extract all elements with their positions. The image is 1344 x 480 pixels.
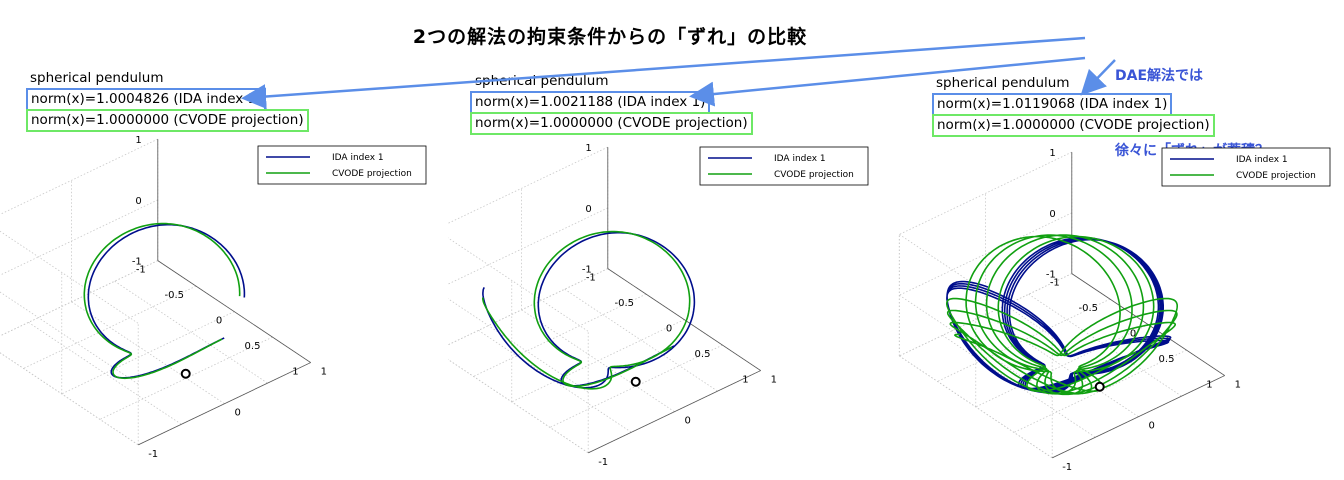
grid-line (28, 322, 182, 425)
callout-line-1: DAE解法では (1115, 68, 1204, 84)
y-tick-label: 0 (1130, 329, 1136, 340)
axis-line (157, 260, 311, 363)
grid-line (0, 260, 158, 337)
grid-line (0, 352, 139, 446)
y-tick-label: -0.5 (615, 298, 635, 309)
grid-line (899, 151, 1072, 235)
legend-box (1161, 147, 1331, 187)
cvode-trajectory (946, 234, 1178, 396)
x-tick-label: 1 (321, 367, 327, 378)
axis-line (588, 370, 761, 454)
legend: IDA index 1 CVODE projection (1161, 147, 1331, 187)
legend: IDA index 1 CVODE projection (699, 146, 869, 186)
y-tick-label: 0.5 (695, 349, 711, 360)
z-tick-label: 0 (585, 204, 591, 215)
grid-line (114, 280, 268, 384)
y-tick-label: 0.5 (1159, 354, 1175, 365)
x-tick-label: 0 (234, 408, 240, 419)
grid-line (521, 309, 675, 413)
grid-line (448, 146, 608, 224)
grid-line (899, 294, 1053, 398)
y-tick-label: 1 (292, 367, 298, 378)
chart-panel-1: spherical pendulum norm(x)=1.0004826 (ID… (0, 0, 448, 480)
x-tick-label: 1 (1235, 380, 1241, 391)
chart-panel-2: spherical pendulum norm(x)=1.0021188 (ID… (448, 0, 896, 480)
grid-line (985, 314, 1139, 418)
x-tick-label: 1 (771, 375, 777, 386)
x-tick-label: 0 (1148, 421, 1154, 432)
grid-line (71, 301, 225, 405)
z-tick-label: 1 (135, 135, 141, 146)
ida-trajectory (946, 236, 1172, 394)
grid-line (448, 358, 589, 454)
start-marker (180, 368, 191, 379)
y-tick-label: -1 (136, 265, 146, 276)
cvode-trajectory (482, 230, 691, 390)
axes-group (138, 139, 311, 446)
legend: IDA index 1 CVODE projection (257, 145, 427, 185)
axis-line (607, 268, 761, 371)
x-tick-label: 0 (684, 416, 690, 427)
grid-line (899, 355, 1053, 459)
legend-box (699, 146, 869, 186)
axes-group (588, 147, 761, 454)
panel-title: spherical pendulum (30, 70, 164, 86)
grid-line (564, 288, 718, 392)
cvode-norm-label: norm(x)=1.0000000 (CVODE projection) (932, 114, 1215, 137)
grid-line (0, 230, 139, 324)
y-tick-label: 1 (742, 375, 748, 386)
x-tick-label: -1 (148, 449, 158, 460)
grid-line (0, 291, 139, 385)
y-tick-label: 0 (666, 324, 672, 335)
y-tick-label: 1 (1206, 380, 1212, 391)
x-tick-label: -1 (1062, 462, 1072, 473)
legend-label: IDA index 1 (1236, 155, 1288, 165)
start-marker (1094, 381, 1105, 392)
grid-line (448, 207, 608, 285)
grid-line (0, 352, 139, 446)
x-tick-label: -1 (598, 457, 608, 468)
grid-line (0, 260, 158, 337)
grid-line (448, 358, 589, 454)
grid-line (0, 199, 158, 276)
grid-line (448, 268, 608, 346)
legend-label: IDA index 1 (774, 154, 826, 164)
grid-line (0, 138, 158, 215)
grid-group (0, 138, 311, 446)
y-tick-label: -1 (586, 273, 596, 284)
y-tick-label: 0.5 (245, 341, 261, 352)
grid-line (899, 212, 1072, 296)
y-tick-label: -0.5 (165, 290, 185, 301)
legend-box (257, 145, 427, 185)
chart-panel-3: spherical pendulum norm(x)=1.0119068 (ID… (896, 0, 1344, 480)
axis-line (138, 362, 311, 446)
grid-line (448, 268, 608, 346)
ida-trajectory (482, 231, 696, 389)
y-tick-label: 0 (216, 316, 222, 327)
axis-line (1052, 375, 1225, 459)
z-tick-label: 1 (1049, 148, 1055, 159)
z-tick-label: 1 (585, 143, 591, 154)
z-tick-label: -1 (582, 265, 592, 276)
legend-label: IDA index 1 (332, 153, 384, 163)
z-tick-label: 0 (135, 196, 141, 207)
cvode-norm-label: norm(x)=1.0000000 (CVODE projection) (470, 112, 753, 135)
y-tick-label: -0.5 (1079, 303, 1099, 314)
z-tick-label: 0 (1049, 209, 1055, 220)
y-tick-label: -1 (1050, 278, 1060, 289)
grid-line (448, 298, 589, 393)
grid-group (448, 146, 761, 454)
z-tick-label: -1 (132, 257, 142, 268)
cvode-norm-label: norm(x)=1.0000000 (CVODE projection) (26, 109, 309, 132)
z-tick-label: -1 (1046, 270, 1056, 281)
cvode-trajectory (83, 222, 241, 380)
legend-label: CVODE projection (1236, 171, 1316, 181)
legend-label: CVODE projection (332, 169, 412, 179)
legend-label: CVODE projection (774, 170, 854, 180)
start-marker (630, 376, 641, 387)
grid-line (448, 237, 589, 332)
